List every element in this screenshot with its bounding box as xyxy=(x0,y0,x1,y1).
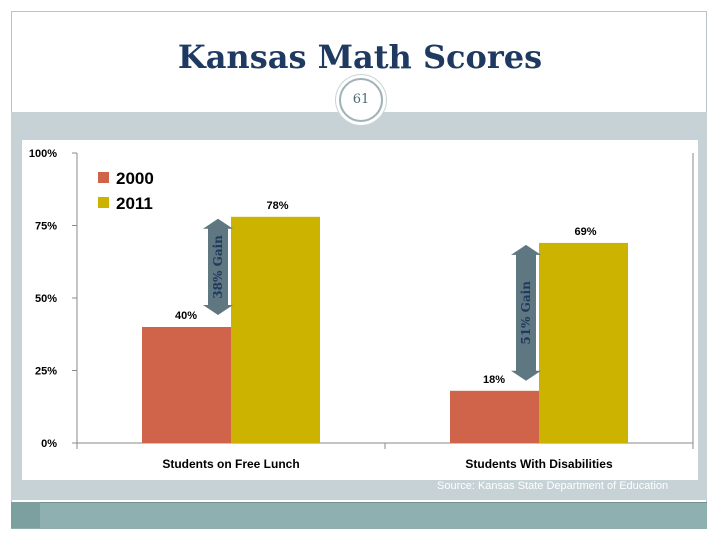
legend-label: 2000 xyxy=(116,169,154,188)
data-label: 69% xyxy=(574,226,596,238)
gain-disabilities-arrow-icon xyxy=(511,244,541,381)
x-category-label: Students on Free Lunch xyxy=(162,457,299,471)
bar-2000 xyxy=(450,390,539,443)
data-label: 78% xyxy=(266,200,288,212)
legend-swatch-2000 xyxy=(98,172,109,183)
bar-chart: 0% 25% 50% 75% 100% 40% 78% Students on Free Lu… xyxy=(22,140,698,480)
slide-title: Kansas Math Scores xyxy=(177,38,543,76)
data-label: 40% xyxy=(175,310,197,322)
footer-bar-corner xyxy=(11,502,40,528)
legend-label: 2011 xyxy=(116,194,153,213)
gain-free-lunch-arrow-icon xyxy=(203,218,233,315)
y-tick-label: 50% xyxy=(35,293,57,305)
footer-bar xyxy=(11,502,707,529)
x-category-label: Students With Disabilities xyxy=(465,457,613,471)
bar-2000 xyxy=(142,327,231,443)
y-tick-label: 0% xyxy=(41,438,57,450)
y-tick-label: 75% xyxy=(35,221,57,233)
source-note: Source: Kansas State Department of Educa… xyxy=(437,480,669,492)
gain-free-lunch-label: 38% Gain xyxy=(211,235,225,299)
y-tick-label: 25% xyxy=(35,366,57,378)
bar-2011 xyxy=(231,216,320,443)
legend-swatch-2011 xyxy=(98,197,109,208)
page-number-badge: 61 xyxy=(339,78,383,122)
data-label: 18% xyxy=(483,374,505,386)
bar-2011 xyxy=(539,242,628,443)
y-tick-label: 100% xyxy=(29,148,57,160)
gain-disabilities-label: 51% Gain xyxy=(519,281,533,345)
